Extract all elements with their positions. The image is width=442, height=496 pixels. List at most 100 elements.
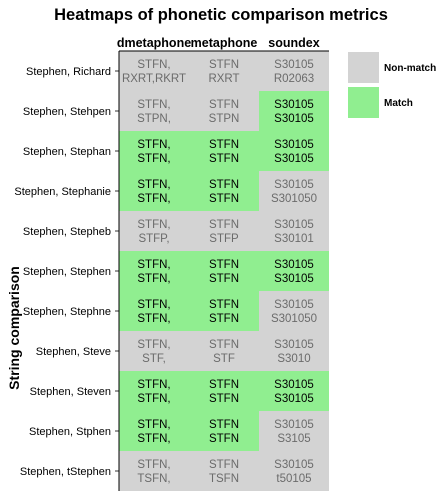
cell-value-top: S30105 — [274, 459, 314, 471]
row-label: Stephen, Steve — [36, 346, 111, 358]
row-label: Stephen, Stephne — [23, 306, 111, 318]
cell-value-bottom: TSFN — [209, 473, 239, 485]
heatmap-cell: STFN, STFN, — [119, 131, 189, 171]
match-cell-rect — [189, 131, 259, 171]
cell-value-bottom: STFN, — [137, 273, 170, 285]
cell-value-bottom: TSFN, — [137, 473, 170, 485]
match-cell-rect — [119, 291, 189, 331]
heatmap-cell: STFN, STPN, — [119, 91, 189, 131]
cell-value-top: STFN — [209, 219, 239, 231]
cell-value-top: STFN, — [137, 379, 170, 391]
nonmatch-cell-rect — [119, 51, 189, 91]
cell-value-top: STFN, — [137, 299, 170, 311]
row-label: Stephen, Stephan — [23, 146, 111, 158]
heatmap-cell: STFN STFN — [189, 251, 259, 291]
match-cell-rect — [189, 411, 259, 451]
cell-value-top: STFN — [209, 179, 239, 191]
cell-value-bottom: STFN, — [137, 153, 170, 165]
row-label: Stephen, Stepheb — [23, 226, 111, 238]
row-label: Stephen, tStephen — [20, 466, 111, 478]
cell-value-bottom: S30101 — [274, 233, 314, 245]
nonmatch-cell-rect — [189, 51, 259, 91]
cell-value-bottom: S301050 — [271, 313, 317, 325]
nonmatch-cell-rect — [119, 91, 189, 131]
cell-value-top: S30105 — [274, 59, 314, 71]
cell-value-top: S30105 — [274, 419, 314, 431]
heatmap-cell: STFN, STFN, — [119, 171, 189, 211]
cell-value-top: S30105 — [274, 379, 314, 391]
legend-item: Match — [348, 87, 413, 118]
cell-value-bottom: STFN — [209, 273, 239, 285]
legend-swatch — [348, 87, 379, 118]
heatmap-cell: STFN, RXRT,RKRT — [119, 51, 189, 91]
cell-value-bottom: STPN, — [137, 113, 171, 125]
row-label: Stephen, Stehpen — [23, 106, 111, 118]
cell-value-top: STFN, — [137, 219, 170, 231]
row-label: Stephen, Steven — [30, 386, 111, 398]
heatmap-cell: STFN STFN — [189, 291, 259, 331]
cell-value-bottom: STFN, — [137, 193, 170, 205]
nonmatch-cell-rect — [259, 291, 329, 331]
nonmatch-cell-rect — [259, 171, 329, 211]
heatmap-cell: STFN, STFN, — [119, 291, 189, 331]
legend-item: Non-match — [348, 52, 436, 83]
heatmap-cell: STFN, STFN, — [119, 411, 189, 451]
cell-value-bottom: STFN, — [137, 433, 170, 445]
nonmatch-cell-rect — [259, 331, 329, 371]
heatmap-cell: S30105 S30105 — [259, 91, 329, 131]
match-cell-rect — [119, 251, 189, 291]
match-cell-rect — [119, 171, 189, 211]
row-label: Stephen, Stphen — [29, 426, 111, 438]
cell-value-bottom: STPN — [209, 113, 240, 125]
legend-label: Match — [384, 98, 413, 109]
cell-value-top: STFN — [209, 459, 239, 471]
nonmatch-cell-rect — [259, 51, 329, 91]
cell-value-bottom: S30105 — [274, 113, 314, 125]
nonmatch-cell-rect — [119, 451, 189, 491]
cell-value-top: S30105 — [274, 99, 314, 111]
cell-value-bottom: t50105 — [276, 473, 311, 485]
match-cell-rect — [119, 371, 189, 411]
heatmap-cell: STFN STFN — [189, 171, 259, 211]
heatmap-cell: S30105 R02063 — [259, 51, 329, 91]
nonmatch-cell-rect — [259, 411, 329, 451]
legend-label: Non-match — [384, 63, 436, 74]
heatmap-cell: STFN TSFN — [189, 451, 259, 491]
cell-value-top: STFN — [209, 259, 239, 271]
column-labels: dmetaphone metaphone soundex — [117, 36, 320, 50]
heatmap-cell: STFN STFP — [189, 211, 259, 251]
heatmap-cell: S30105 S30105 — [259, 251, 329, 291]
nonmatch-cell-rect — [189, 91, 259, 131]
cell-value-top: STFN — [209, 419, 239, 431]
match-cell-rect — [189, 291, 259, 331]
heatmap-cell: S30105 S301050 — [259, 171, 329, 211]
nonmatch-cell-rect — [119, 211, 189, 251]
cell-value-bottom: STFN — [209, 193, 239, 205]
cell-value-bottom: STFN — [209, 313, 239, 325]
cell-value-top: STFN, — [137, 419, 170, 431]
heatmap-cell: STFN STFN — [189, 411, 259, 451]
cell-value-top: S30105 — [274, 219, 314, 231]
cell-value-top: S30105 — [274, 299, 314, 311]
column-label-soundex: soundex — [268, 36, 319, 50]
axes — [118, 50, 329, 491]
cell-value-top: S30105 — [274, 139, 314, 151]
cell-value-top: S30105 — [274, 259, 314, 271]
legend: Non-match Match — [348, 52, 436, 118]
heatmap-cell: STFN, TSFN, — [119, 451, 189, 491]
cell-value-bottom: STFN — [209, 153, 239, 165]
cell-value-bottom: S30105 — [274, 393, 314, 405]
column-label-metaphone: metaphone — [191, 36, 258, 50]
nonmatch-cell-rect — [259, 451, 329, 491]
cell-value-top: STFN — [209, 339, 239, 351]
nonmatch-cell-rect — [189, 211, 259, 251]
cell-value-bottom: STFP — [209, 233, 239, 245]
heatmap-cell: STFN, STF, — [119, 331, 189, 371]
heatmap-cell: STFN, STFN, — [119, 251, 189, 291]
match-cell-rect — [259, 131, 329, 171]
nonmatch-cell-rect — [119, 331, 189, 371]
y-axis-label: String comparison — [6, 266, 22, 390]
heatmap-cell: S30105 S30105 — [259, 371, 329, 411]
cell-value-bottom: STFN — [209, 393, 239, 405]
cell-value-top: STFN, — [137, 99, 170, 111]
